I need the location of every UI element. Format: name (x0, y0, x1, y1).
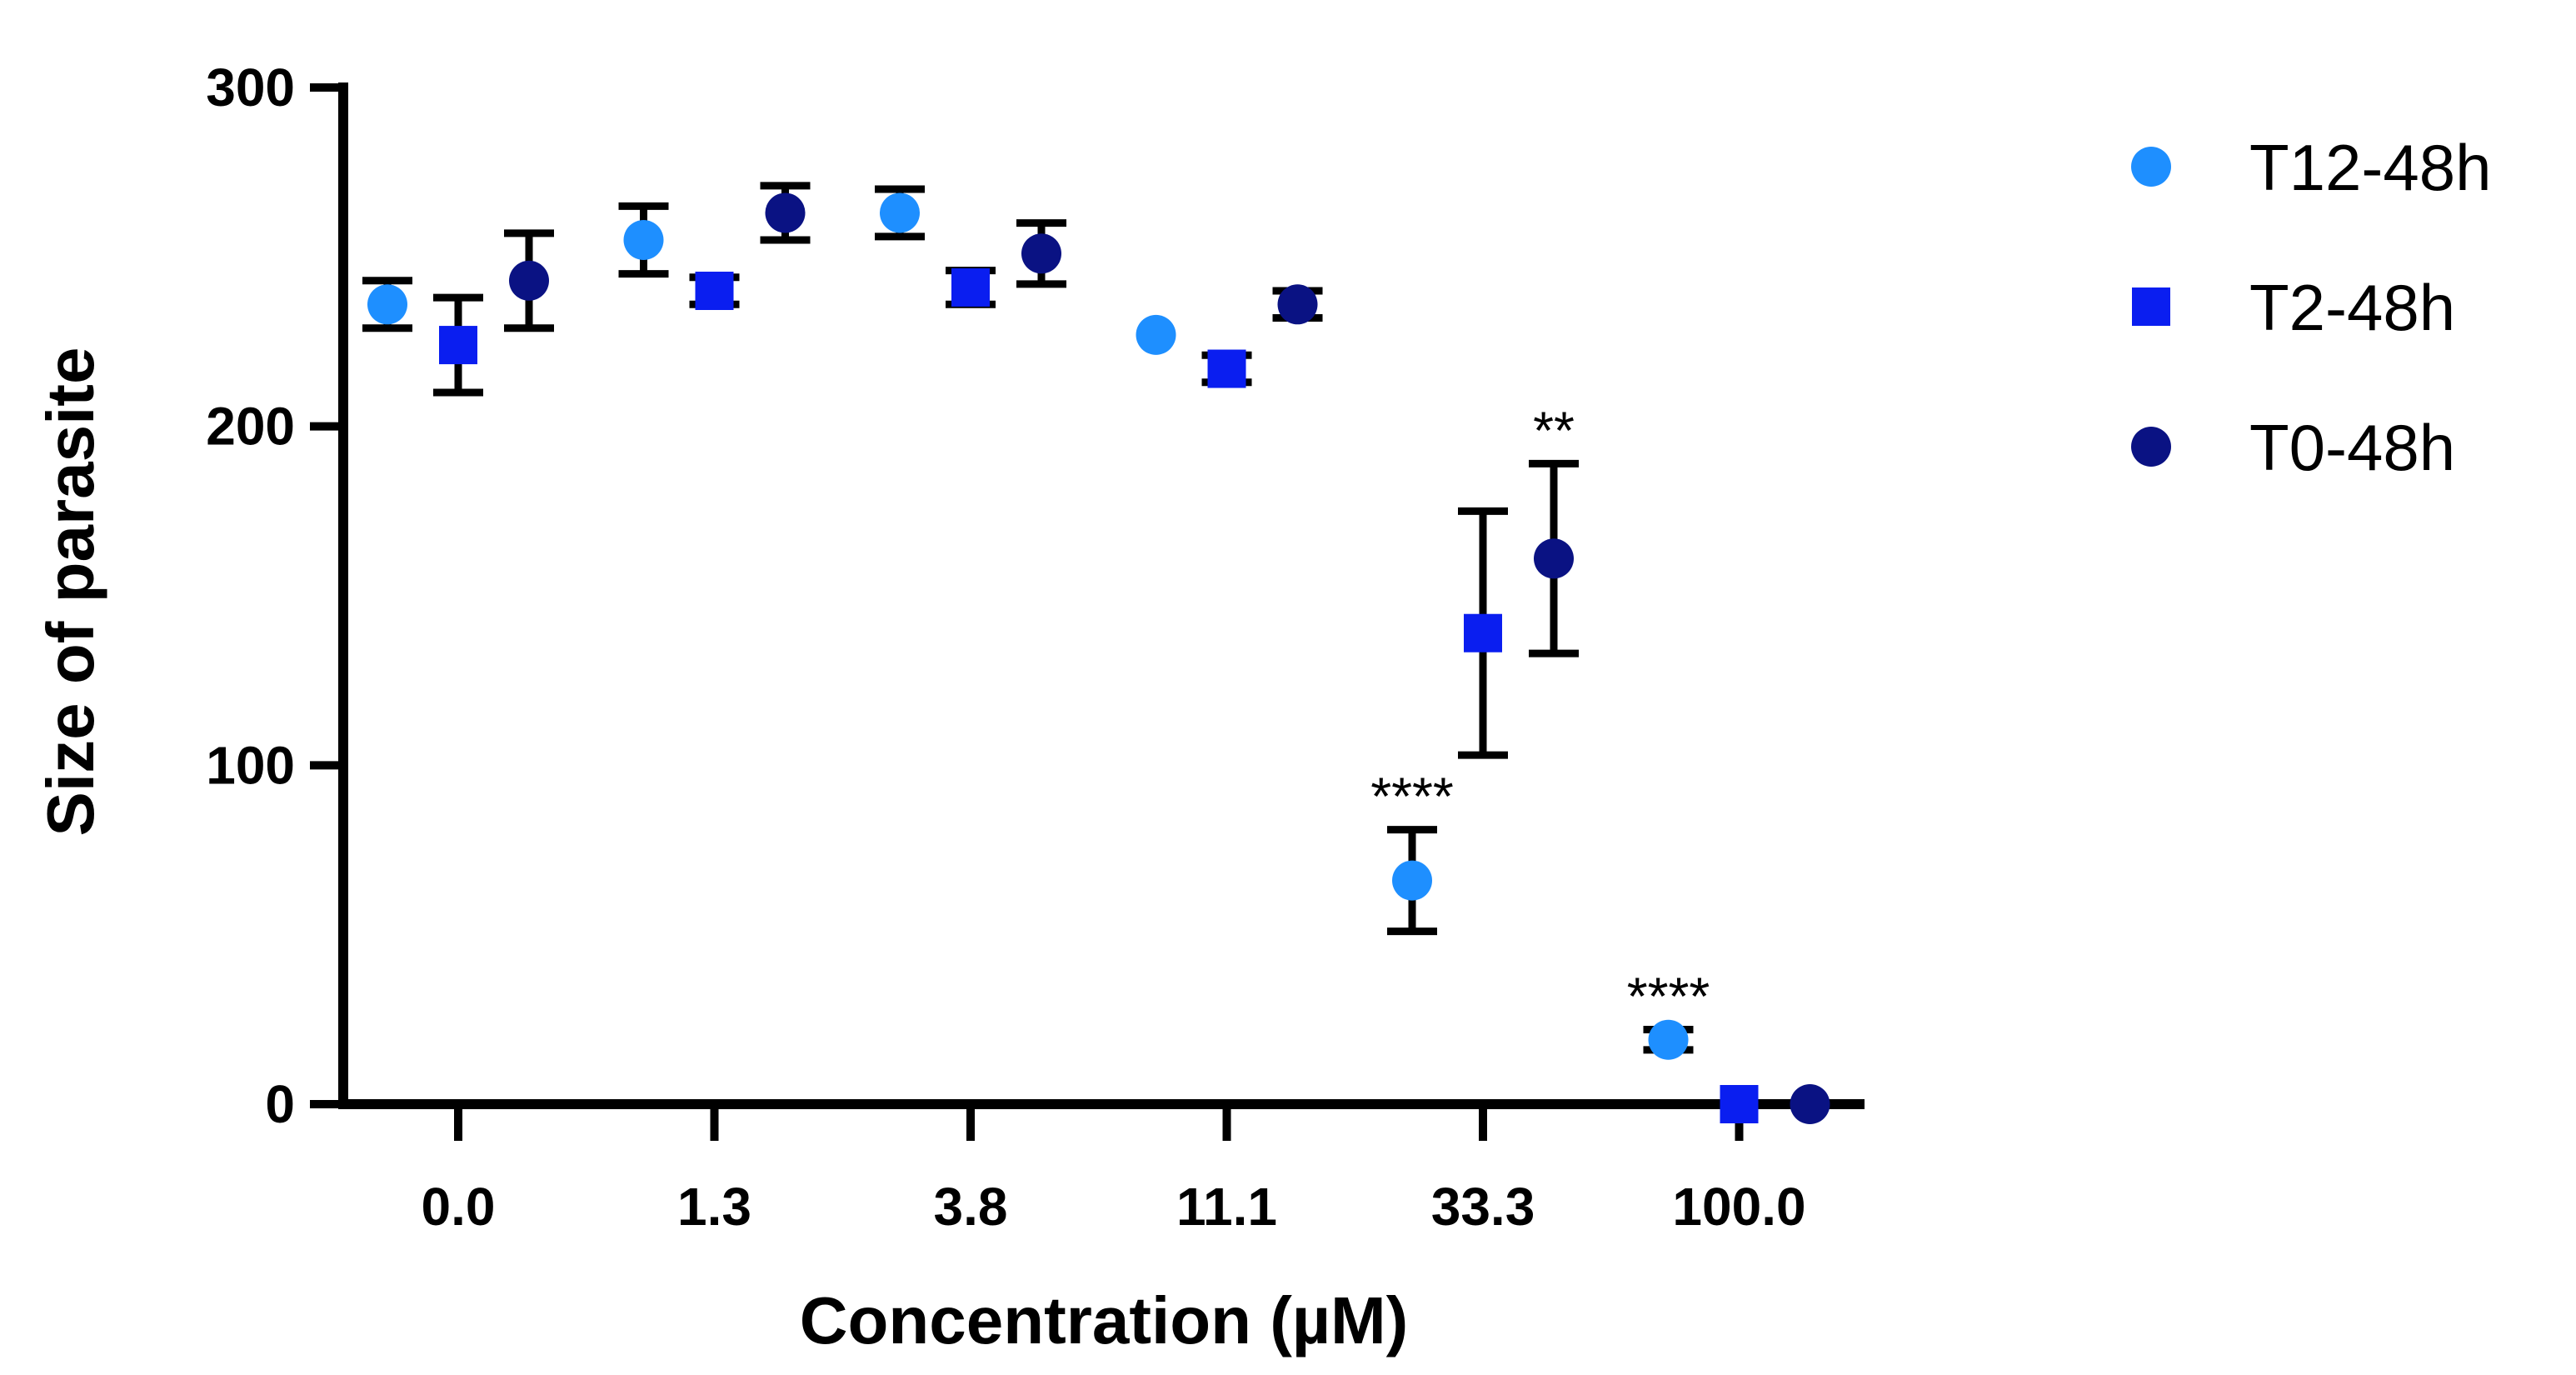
y-tick-label: 100 (206, 735, 295, 795)
x-tick-label: 0.0 (422, 1177, 496, 1237)
y-tick-label: 200 (206, 397, 295, 457)
y-tick-label: 0 (265, 1074, 295, 1134)
point-t2-48h (695, 272, 734, 310)
legend-marker-t2-48h (2132, 288, 2170, 326)
legend-marker-t12-48h (2131, 147, 2171, 187)
x-tick-label: 11.1 (1176, 1177, 1277, 1237)
data-marks (362, 182, 1830, 1124)
point-t2-48h (439, 326, 477, 365)
axes: 0 100 200 300 0.0 1.3 3.8 11.1 33.3 100.0 (206, 58, 1865, 1237)
point-t12-48h (367, 284, 407, 325)
legend-label-t2-48h: T2-48h (2249, 271, 2455, 344)
legend-marker-t0-48h (2131, 427, 2171, 467)
point-t12-48h (1648, 1019, 1689, 1060)
point-t12-48h (1136, 314, 1176, 355)
x-axis-title: Concentration (µM) (800, 1283, 1408, 1358)
legend-label-t0-48h: T0-48h (2249, 411, 2455, 484)
point-t0-48h (1790, 1084, 1830, 1124)
point-t0-48h (1021, 233, 1061, 274)
point-t0-48h (765, 192, 806, 233)
point-t0-48h (1277, 284, 1318, 325)
x-tick-label: 33.3 (1431, 1177, 1535, 1237)
x-tick-label: 1.3 (677, 1177, 751, 1237)
point-t12-48h (623, 220, 664, 260)
y-axis-title: Size of parasite (33, 348, 107, 837)
y-tick-label: 300 (206, 58, 295, 118)
significance-label: ** (1533, 400, 1575, 460)
point-t0-48h (509, 260, 549, 301)
legend-label-t12-48h: T12-48h (2249, 131, 2492, 204)
point-t12-48h (1392, 860, 1432, 901)
x-tick-label: 100.0 (1672, 1177, 1805, 1237)
legend[interactable]: T12-48h T2-48h T0-48h (2131, 131, 2492, 484)
point-t2-48h (1207, 349, 1246, 388)
significance-label: **** (1627, 967, 1710, 1027)
point-t2-48h (1464, 613, 1502, 652)
point-t2-48h (1720, 1085, 1759, 1123)
x-tick-label: 3.8 (934, 1177, 1008, 1237)
significance-label: **** (1370, 767, 1454, 827)
point-t0-48h (1534, 538, 1574, 579)
point-t12-48h (880, 192, 920, 233)
point-t2-48h (951, 268, 990, 307)
annotations: ********** (1370, 400, 1710, 1026)
